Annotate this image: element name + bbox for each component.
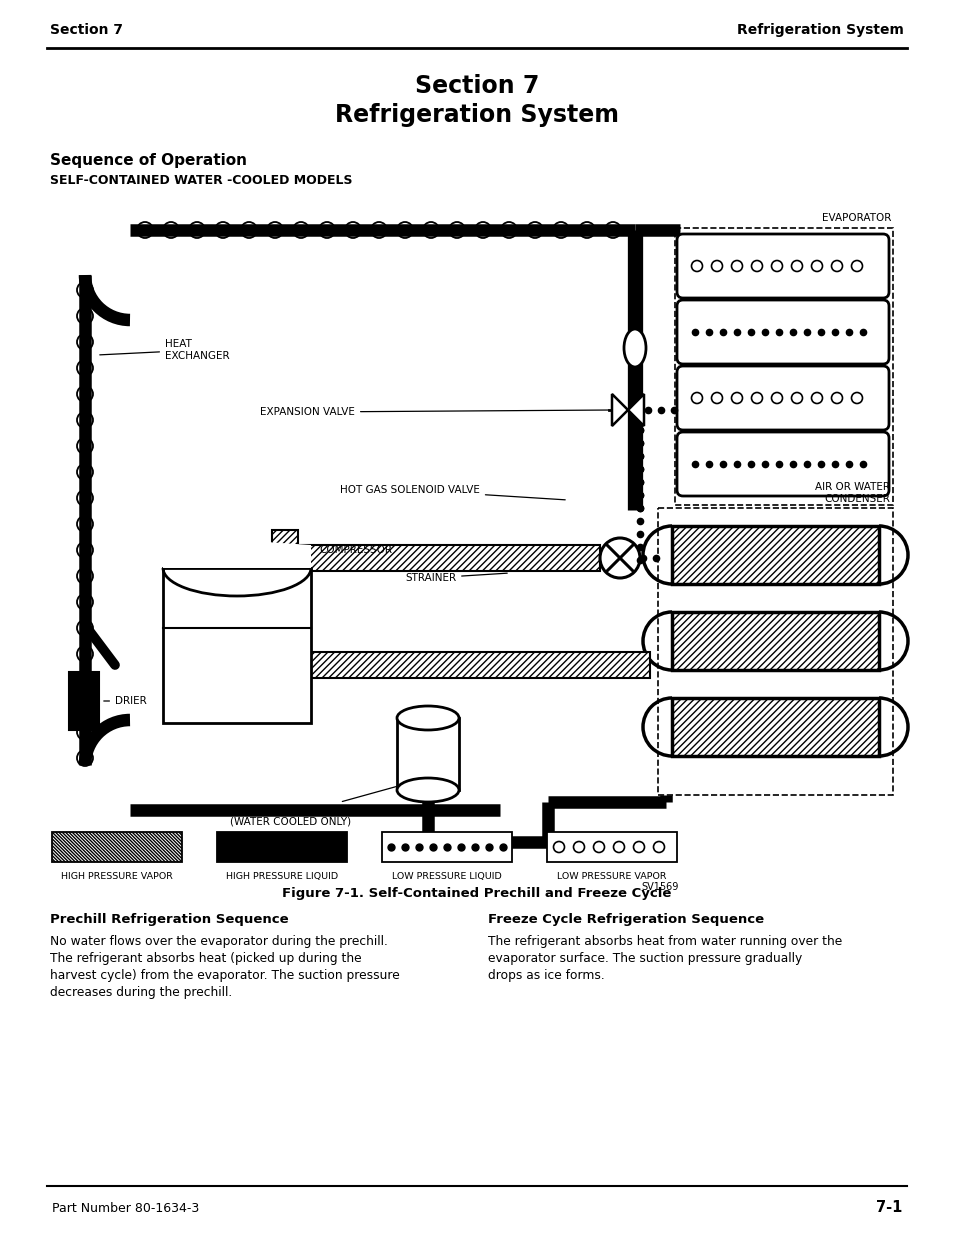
Text: No water flows over the evaporator during the prechill.: No water flows over the evaporator durin…	[50, 935, 388, 948]
Text: Section 7: Section 7	[415, 74, 538, 98]
Text: LOW PRESSURE LIQUID: LOW PRESSURE LIQUID	[392, 872, 501, 881]
Text: The refrigerant absorbs heat (picked up during the: The refrigerant absorbs heat (picked up …	[50, 952, 361, 965]
Text: decreases during the prechill.: decreases during the prechill.	[50, 986, 232, 999]
Bar	[285, 652, 649, 678]
Text: Sequence of Operation: Sequence of Operation	[50, 152, 247, 168]
Bar	[272, 530, 297, 558]
Text: 7-1: 7-1	[875, 1200, 901, 1215]
Text: HEAT
EXCHANGER: HEAT EXCHANGER	[100, 340, 230, 361]
Bar	[285, 545, 599, 571]
Polygon shape	[627, 394, 643, 426]
Bar	[671, 613, 878, 671]
Text: Prechill Refrigeration Sequence: Prechill Refrigeration Sequence	[50, 913, 289, 926]
FancyBboxPatch shape	[677, 432, 888, 496]
Ellipse shape	[396, 706, 458, 730]
Text: Part Number 80-1634-3: Part Number 80-1634-3	[52, 1202, 199, 1214]
Polygon shape	[612, 394, 627, 426]
Text: STRAINER: STRAINER	[405, 573, 507, 583]
Text: HOT GAS SOLENOID VALVE: HOT GAS SOLENOID VALVE	[339, 485, 564, 500]
Text: SV1569: SV1569	[641, 882, 679, 892]
Text: Refrigeration System: Refrigeration System	[335, 103, 618, 127]
Bar	[163, 568, 311, 722]
Bar	[658, 508, 892, 795]
Text: RECEIVER
(WATER COOLED ONLY): RECEIVER (WATER COOLED ONLY)	[230, 781, 416, 826]
Bar	[52, 832, 182, 862]
Text: harvest cycle) from the evaporator. The suction pressure: harvest cycle) from the evaporator. The …	[50, 969, 399, 982]
FancyBboxPatch shape	[677, 366, 888, 430]
Text: drops as ice forms.: drops as ice forms.	[488, 969, 604, 982]
Text: HIGH PRESSURE VAPOR: HIGH PRESSURE VAPOR	[61, 872, 172, 881]
Bar	[69, 672, 99, 730]
Text: Figure 7-1. Self-Contained Prechill and Freeze Cycle: Figure 7-1. Self-Contained Prechill and …	[282, 887, 671, 899]
Text: The refrigerant absorbs heat from water running over the: The refrigerant absorbs heat from water …	[488, 935, 841, 948]
Polygon shape	[163, 540, 311, 568]
Ellipse shape	[396, 778, 458, 802]
Bar	[216, 832, 347, 862]
Text: HIGH PRESSURE LIQUID: HIGH PRESSURE LIQUID	[226, 872, 337, 881]
Bar	[396, 718, 458, 790]
Text: EXPANSION VALVE: EXPANSION VALVE	[260, 408, 609, 417]
Text: LOW PRESSURE VAPOR: LOW PRESSURE VAPOR	[557, 872, 666, 881]
Text: evaporator surface. The suction pressure gradually: evaporator surface. The suction pressure…	[488, 952, 801, 965]
Bar	[546, 832, 677, 862]
Ellipse shape	[623, 329, 645, 367]
FancyBboxPatch shape	[677, 300, 888, 364]
Text: AIR OR WATER
CONDENSER: AIR OR WATER CONDENSER	[814, 483, 889, 504]
Bar	[671, 698, 878, 756]
Text: Freeze Cycle Refrigeration Sequence: Freeze Cycle Refrigeration Sequence	[488, 913, 763, 926]
Text: SELF-CONTAINED WATER -COOLED MODELS: SELF-CONTAINED WATER -COOLED MODELS	[50, 173, 352, 186]
Bar	[671, 526, 878, 584]
Bar	[381, 832, 512, 862]
Text: Refrigeration System: Refrigeration System	[737, 23, 903, 37]
Text: DRIER: DRIER	[104, 697, 147, 706]
Text: COMPRESSOR: COMPRESSOR	[318, 545, 392, 555]
Text: EVAPORATOR: EVAPORATOR	[821, 212, 890, 224]
Text: Section 7: Section 7	[50, 23, 123, 37]
Bar	[675, 228, 892, 505]
FancyBboxPatch shape	[677, 233, 888, 298]
